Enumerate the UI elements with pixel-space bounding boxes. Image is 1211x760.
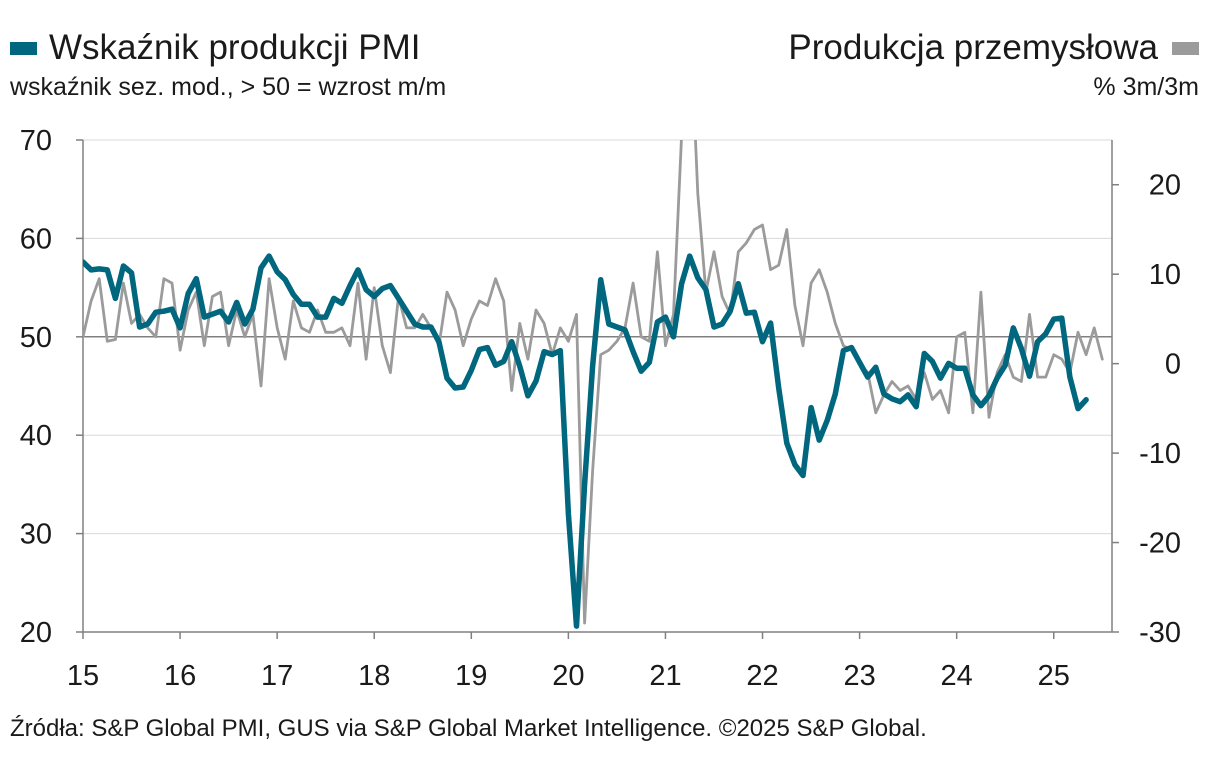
x-tick-label: 18 — [358, 660, 390, 692]
left-tick-label: 60 — [20, 223, 52, 255]
legend-production: Produkcja przemysłowa — [788, 26, 1199, 70]
right-tick-label: 10 — [1149, 259, 1181, 291]
pmi-legend-label: Wskaźnik produkcji PMI — [49, 28, 421, 67]
x-tick-label: 21 — [649, 660, 681, 692]
right-tick-label: 0 — [1165, 349, 1181, 381]
production-series-line — [83, 140, 1104, 625]
right-tick-label: -30 — [1139, 617, 1181, 649]
x-tick-label: 22 — [746, 660, 778, 692]
pmi-series-line — [83, 253, 1089, 629]
x-tick-label: 20 — [552, 660, 584, 692]
x-tick-label: 19 — [455, 660, 487, 692]
production-legend-label: Produkcja przemysłowa — [788, 28, 1158, 67]
pmi-legend-swatch — [10, 41, 37, 55]
legend-pmi: Wskaźnik produkcji PMI — [10, 26, 420, 70]
left-tick-label: 20 — [20, 617, 52, 649]
right-tick-label: 20 — [1149, 170, 1181, 202]
left-tick-label: 40 — [20, 420, 52, 452]
left-tick-label: 50 — [20, 322, 52, 354]
right-axis-subtitle: % 3m/3m — [1093, 73, 1199, 101]
left-axis-subtitle: wskaźnik sez. mod., > 50 = wzrost m/m — [10, 73, 447, 101]
x-tick-label: 25 — [1038, 660, 1070, 692]
x-tick-label: 17 — [261, 660, 293, 692]
source-note: Źródła: S&P Global PMI, GUS via S&P Glob… — [10, 715, 927, 742]
left-tick-label: 30 — [20, 519, 52, 551]
right-tick-label: -10 — [1139, 438, 1181, 470]
right-tick-label: -20 — [1139, 528, 1181, 560]
production-legend-swatch — [1172, 41, 1199, 55]
x-tick-label: 15 — [67, 660, 99, 692]
left-tick-label: 70 — [20, 125, 52, 157]
x-tick-label: 23 — [843, 660, 875, 692]
x-tick-label: 24 — [941, 660, 973, 692]
x-tick-label: 16 — [164, 660, 196, 692]
